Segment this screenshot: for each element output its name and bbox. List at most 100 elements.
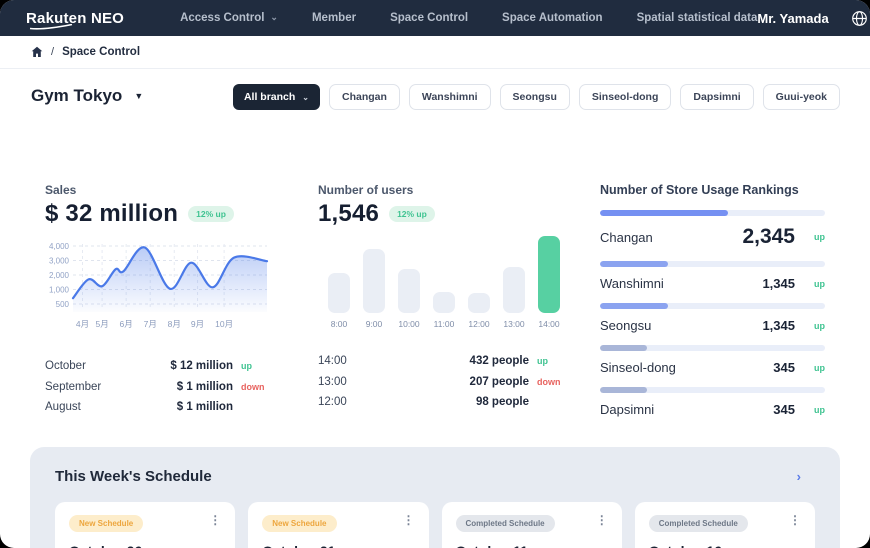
nav-item-space-automation[interactable]: Space Automation — [502, 12, 603, 24]
kebab-menu-icon[interactable]: ⋮ — [789, 515, 801, 525]
schedule-card-header: Completed Schedule ⋮ — [649, 515, 801, 532]
ranking-name[interactable]: Seongsu — [600, 318, 762, 333]
ranking-row: Changan2,345up — [600, 225, 825, 249]
users-hourly-list: 14:00432 peopleup13:00207 peopledown12:0… — [318, 351, 563, 413]
users-value: 1,546 — [318, 200, 379, 228]
users-row-label: 14:00 — [318, 355, 470, 367]
sales-row-trend: up — [233, 361, 267, 371]
brand-swoosh — [28, 24, 74, 30]
nav-item-space-control[interactable]: Space Control — [390, 12, 468, 24]
ranking-bar-track — [600, 210, 825, 216]
ranking-row: Sinseol-dong345up — [600, 360, 825, 375]
svg-text:6月: 6月 — [120, 319, 133, 329]
kebab-menu-icon[interactable]: ⋮ — [209, 515, 221, 525]
kebab-menu-icon[interactable]: ⋮ — [596, 515, 608, 525]
users-row-value: 207 people — [470, 376, 529, 388]
nav-item-label: Member — [312, 12, 356, 24]
ranking-row: Wanshimni1,345up — [600, 276, 825, 291]
schedule-badge-completed: Completed Schedule — [456, 515, 555, 532]
schedule-card[interactable]: Completed Schedule⋮October 16 — [635, 502, 815, 548]
users-panel: Number of users 1,546 12% up 8:009:0010:… — [318, 183, 563, 413]
home-icon[interactable] — [31, 46, 43, 58]
ranking-value: 345 — [773, 402, 795, 417]
chevron-down-icon: ⌄ — [302, 93, 309, 102]
svg-text:12:00: 12:00 — [468, 319, 490, 329]
ranking-trend: up — [795, 363, 825, 373]
ranking-bar-track — [600, 345, 825, 351]
users-row-trend: up — [529, 356, 563, 366]
schedule-title: This Week's Schedule — [55, 468, 212, 485]
ranking-bar-track — [600, 303, 825, 309]
users-row-label: 13:00 — [318, 376, 470, 388]
svg-text:500: 500 — [56, 300, 70, 309]
all-branch-label: All branch — [244, 91, 295, 103]
breadcrumb-current[interactable]: Space Control — [62, 46, 140, 58]
schedule-badge-new: New Schedule — [262, 515, 336, 532]
ranking-value: 345 — [773, 360, 795, 375]
ranking-bar-track — [600, 261, 825, 267]
svg-text:9月: 9月 — [191, 319, 204, 329]
svg-text:1,000: 1,000 — [49, 286, 70, 295]
svg-text:2,000: 2,000 — [49, 271, 70, 280]
schedule-badge-completed: Completed Schedule — [649, 515, 748, 532]
nav-menu: Access Control ⌄ Member Space Control Space … — [180, 12, 757, 24]
ranking-item-wanshimni: Wanshimni1,345up — [600, 261, 825, 291]
rankings-list: Changan2,345upWanshimni1,345upSeongsu1,3… — [600, 210, 825, 417]
nav-item-label: Space Control — [390, 12, 468, 24]
ranking-name[interactable]: Sinseol-dong — [600, 360, 773, 375]
ranking-name[interactable]: Changan — [600, 230, 742, 245]
brand-logo[interactable]: Rakuten NEO — [26, 10, 124, 27]
branch-button-sinseol-dong[interactable]: Sinseol-dong — [579, 84, 672, 110]
ranking-name[interactable]: Dapsimni — [600, 402, 773, 417]
schedule-next-icon[interactable]: › — [797, 469, 815, 484]
nav-item-access-control[interactable]: Access Control ⌄ — [180, 12, 278, 24]
globe-icon[interactable] — [851, 10, 868, 27]
sales-row-value: $ 1 million — [177, 401, 233, 413]
branch-button-dapsimni[interactable]: Dapsimni — [680, 84, 753, 110]
branch-filter-group: All branch ⌄ Changan Wanshimni Seongsu Sins… — [233, 84, 840, 110]
ranking-name[interactable]: Wanshimni — [600, 276, 762, 291]
svg-text:4,000: 4,000 — [49, 242, 70, 251]
nav-item-member[interactable]: Member — [312, 12, 356, 24]
user-name[interactable]: Mr. Yamada — [757, 11, 828, 26]
branch-button-guui-yeok[interactable]: Guui-yeok — [763, 84, 840, 110]
schedule-card[interactable]: New Schedule⋮October 26 — [55, 502, 235, 548]
svg-text:10:00: 10:00 — [398, 319, 420, 329]
breadcrumb-separator: / — [51, 46, 54, 58]
ranking-bar-fill — [600, 210, 728, 216]
svg-text:8:00: 8:00 — [331, 319, 348, 329]
schedule-card[interactable]: New Schedule⋮October 21 — [248, 502, 428, 548]
chevron-down-icon: ⌄ — [270, 12, 278, 23]
kebab-menu-icon[interactable]: ⋮ — [403, 515, 415, 525]
nav-item-spatial-statistical-data[interactable]: Spatial statistical data — [637, 12, 758, 24]
dashboard-page: Rakuten NEO Access Control ⌄ Member Space C… — [0, 0, 870, 548]
ranking-trend: up — [795, 232, 825, 242]
sales-trend-badge: 12% up — [188, 206, 234, 222]
branch-button-wanshimni[interactable]: Wanshimni — [409, 84, 491, 110]
sales-monthly-list: October$ 12 millionupSeptember$ 1 millio… — [45, 356, 267, 418]
sales-panel: Sales $ 32 million 12% up 4,0003,0002,00… — [45, 183, 267, 418]
schedule-badge-new: New Schedule — [69, 515, 143, 532]
schedule-card[interactable]: Completed Schedule⋮October 11 — [442, 502, 622, 548]
sales-row-label: September — [45, 381, 177, 393]
schedule-cards: New Schedule⋮October 26New Schedule⋮Octo… — [55, 502, 815, 548]
ranking-value: 1,345 — [762, 276, 795, 291]
filter-row: Gym Tokyo ▼ All branch ⌄ Changan Wanshimn… — [31, 84, 840, 110]
ranking-trend: up — [795, 405, 825, 415]
rankings-title: Number of Store Usage Rankings — [600, 183, 825, 197]
rankings-panel: Number of Store Usage Rankings Changan2,… — [600, 183, 825, 429]
ranking-value: 1,345 — [762, 318, 795, 333]
schedule-card-header: New Schedule ⋮ — [69, 515, 221, 532]
ranking-bar-fill — [600, 387, 647, 393]
users-bar-chart: 8:009:0010:0011:0012:0013:0014:00 — [318, 233, 563, 333]
ranking-bar-track — [600, 387, 825, 393]
sales-row-trend: down — [233, 382, 267, 392]
location-selector[interactable]: Gym Tokyo ▼ — [31, 86, 143, 106]
branch-button-seongsu[interactable]: Seongsu — [500, 84, 570, 110]
users-row-trend: down — [529, 377, 563, 387]
ranking-item-changan: Changan2,345up — [600, 210, 825, 249]
ranking-bar-fill — [600, 261, 668, 267]
nav-item-label: Access Control — [180, 12, 264, 24]
branch-button-changan[interactable]: Changan — [329, 84, 400, 110]
all-branch-button[interactable]: All branch ⌄ — [233, 84, 320, 110]
